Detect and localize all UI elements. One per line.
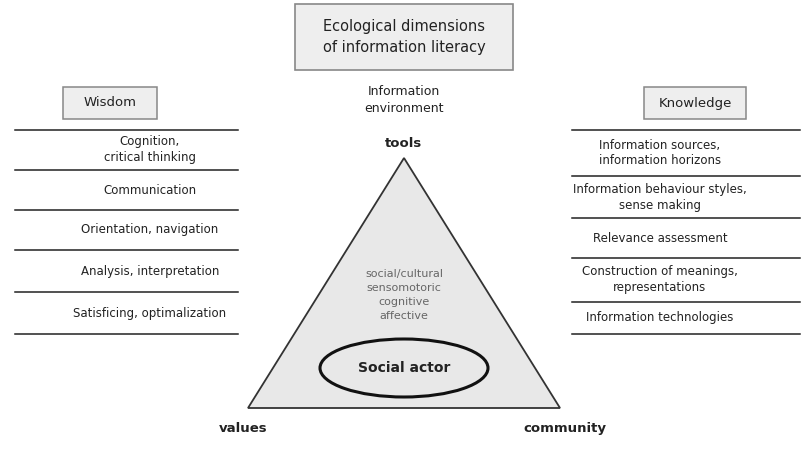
Text: Information technologies: Information technologies xyxy=(587,312,734,324)
Text: Cognition,
critical thinking: Cognition, critical thinking xyxy=(104,135,196,164)
Text: Social actor: Social actor xyxy=(358,361,450,375)
Text: Communication: Communication xyxy=(104,183,197,196)
Text: Orientation, navigation: Orientation, navigation xyxy=(82,224,218,236)
Polygon shape xyxy=(248,158,560,408)
FancyBboxPatch shape xyxy=(63,87,157,119)
Text: Analysis, interpretation: Analysis, interpretation xyxy=(81,265,219,277)
Text: Ecological dimensions
of information literacy: Ecological dimensions of information lit… xyxy=(323,19,485,55)
FancyBboxPatch shape xyxy=(644,87,746,119)
Text: social/cultural
sensomotoric
cognitive
affective: social/cultural sensomotoric cognitive a… xyxy=(365,269,443,321)
Text: Satisficing, optimalization: Satisficing, optimalization xyxy=(74,306,227,320)
Ellipse shape xyxy=(320,339,488,397)
Text: tools: tools xyxy=(385,137,422,150)
Text: Construction of meanings,
representations: Construction of meanings, representation… xyxy=(582,266,738,295)
Text: Relevance assessment: Relevance assessment xyxy=(593,232,727,244)
FancyBboxPatch shape xyxy=(295,4,513,70)
Text: community: community xyxy=(523,422,607,435)
Text: Wisdom: Wisdom xyxy=(83,96,137,110)
Text: values: values xyxy=(218,422,267,435)
Text: Information behaviour styles,
sense making: Information behaviour styles, sense maki… xyxy=(573,182,747,212)
Text: Information sources,
information horizons: Information sources, information horizon… xyxy=(599,139,721,167)
Text: Knowledge: Knowledge xyxy=(659,96,731,110)
Text: Information
environment: Information environment xyxy=(364,85,444,115)
